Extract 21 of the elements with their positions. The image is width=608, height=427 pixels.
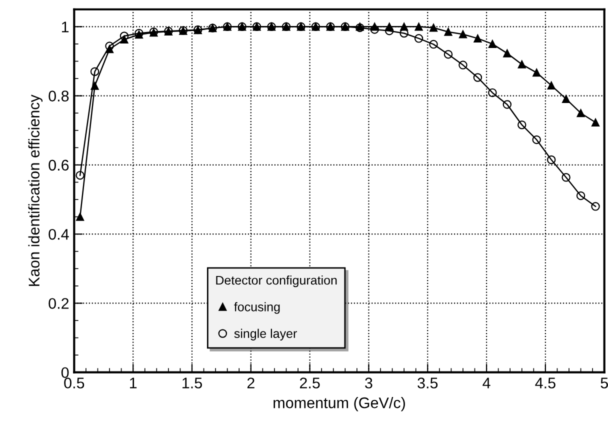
x-tick-label: 3 bbox=[365, 378, 372, 388]
x-tick-label: 1.5 bbox=[182, 378, 202, 388]
x-tick-label: 1 bbox=[130, 378, 137, 388]
x-tick-label: 4 bbox=[482, 378, 490, 388]
legend-label: single layer bbox=[234, 328, 297, 340]
x-tick-label: 5 bbox=[600, 378, 608, 388]
legend-label: focusing bbox=[234, 302, 280, 314]
y-tick-label: 0.8 bbox=[48, 90, 69, 102]
y-tick-label: 1 bbox=[62, 22, 69, 32]
y-tick-label: 0.6 bbox=[48, 160, 69, 171]
y-tick-label: 0 bbox=[61, 367, 69, 378]
x-tick-label: 2.5 bbox=[300, 378, 320, 388]
y-axis-title: Kaon identification efficiency bbox=[28, 94, 43, 286]
x-tick-label: 3.5 bbox=[418, 378, 438, 388]
y-tick-label: 0.2 bbox=[48, 298, 69, 309]
y-tick-label: 0.4 bbox=[48, 228, 69, 240]
x-tick-label: 2 bbox=[247, 378, 254, 388]
x-tick-label: 0.5 bbox=[64, 378, 84, 388]
x-axis-title: momentum (GeV/c) bbox=[274, 397, 405, 412]
legend-title: Detector configuration bbox=[216, 275, 337, 288]
x-tick-label: 4.5 bbox=[535, 378, 556, 388]
